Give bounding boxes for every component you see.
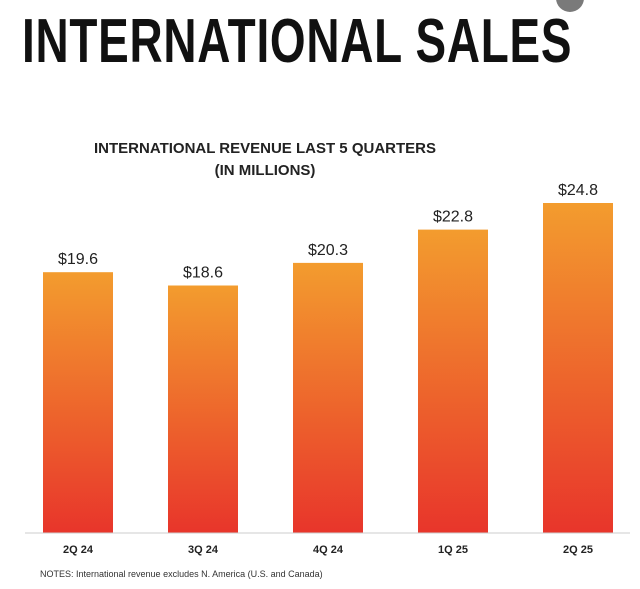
data-label: $18.6 (183, 265, 223, 282)
category-label: 1Q 25 (438, 544, 468, 556)
footnote: NOTES: International revenue excludes N.… (40, 569, 323, 579)
bars-group (43, 203, 613, 533)
category-label: 2Q 25 (563, 544, 593, 556)
page-title: INTERNATIONAL SALES (22, 7, 573, 76)
chart-title-line-2: (IN MILLIONS) (214, 162, 316, 179)
bar-2q-25 (543, 203, 613, 533)
bar-1q-25 (418, 229, 488, 533)
category-label: 4Q 24 (313, 544, 344, 556)
data-label: $19.6 (58, 251, 98, 268)
bar-3q-24 (168, 285, 238, 533)
labels-group: $19.6 2Q 24 $18.6 3Q 24 $20.3 4Q 24 $22.8 1Q 25… (58, 182, 598, 556)
bar-4q-24 (293, 262, 363, 533)
category-label: 2Q 24 (63, 544, 94, 556)
bar-2q-24 (43, 272, 113, 533)
data-label: $24.8 (558, 182, 598, 199)
data-label: $22.8 (433, 209, 473, 226)
category-label: 3Q 24 (188, 544, 219, 556)
data-label: $20.3 (308, 242, 348, 259)
chart-title-line-1: INTERNATIONAL REVENUE LAST 5 QUARTERS (94, 140, 436, 157)
corner-decoration (556, 0, 584, 12)
